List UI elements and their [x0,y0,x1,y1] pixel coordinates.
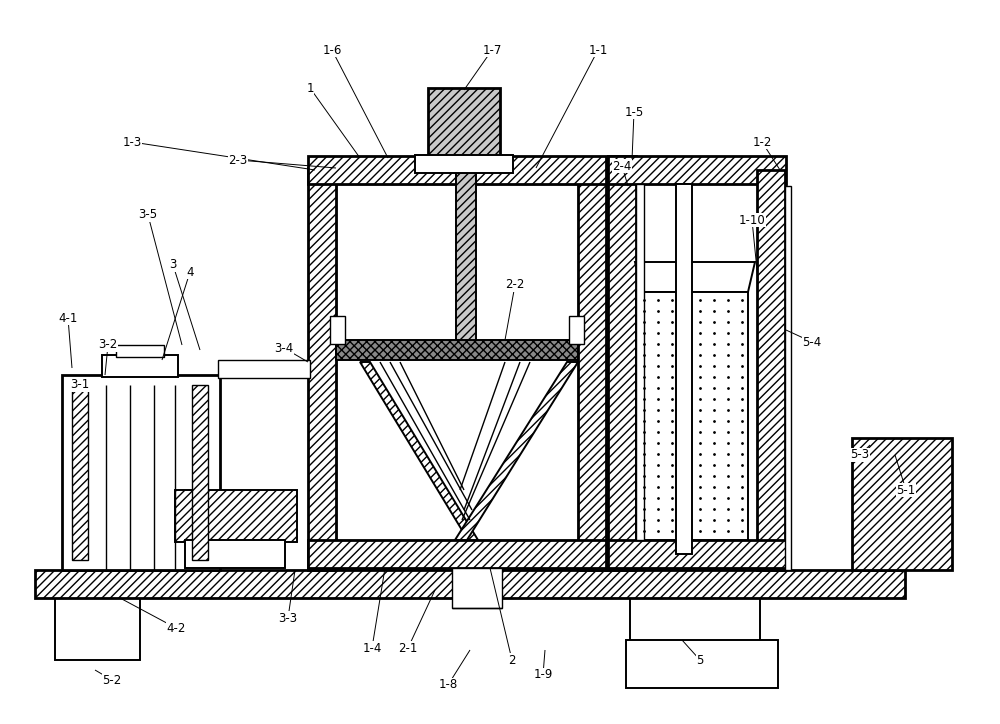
Bar [35,570,905,598]
Polygon shape [635,262,755,292]
Text: 1-1: 1-1 [588,43,608,56]
Text: 2-2: 2-2 [505,279,525,292]
Text: 1-9: 1-9 [533,668,553,681]
Bar [330,316,345,344]
Bar [456,173,476,341]
Bar [308,156,606,184]
Bar [336,184,578,540]
Text: 4-2: 4-2 [166,621,186,634]
Bar [308,168,336,570]
Bar [630,598,760,653]
Bar [175,490,297,542]
Bar [608,156,636,570]
Text: 1-7: 1-7 [482,43,502,56]
Bar [785,186,791,570]
Text: 2-1: 2-1 [398,641,418,654]
Text: 2-4: 2-4 [612,159,632,172]
Text: 5-1: 5-1 [896,484,916,497]
Text: 1: 1 [306,82,314,95]
Bar [636,292,748,540]
Bar [676,184,692,554]
Bar [608,156,786,184]
Polygon shape [455,362,578,540]
Text: 3-2: 3-2 [98,339,118,351]
Bar [116,345,164,357]
Text: 5-4: 5-4 [802,335,822,348]
Text: 2: 2 [508,654,516,667]
Bar [608,540,786,568]
Bar [415,155,513,173]
Bar [185,540,285,568]
Text: 5-3: 5-3 [850,448,870,461]
Text: 1-6: 1-6 [322,43,342,56]
Text: 3-5: 3-5 [138,209,158,222]
Text: 5: 5 [696,654,704,667]
Bar [308,540,606,568]
Bar [428,88,500,158]
Bar [569,316,584,344]
Bar [55,598,140,660]
Text: 1-2: 1-2 [752,135,772,148]
Bar [62,375,220,570]
Text: 1-8: 1-8 [438,678,458,691]
Text: 3-4: 3-4 [274,342,294,355]
Bar [757,170,785,570]
Text: 3-1: 3-1 [70,379,90,392]
Bar [636,184,644,540]
Bar [452,568,502,608]
Bar [578,168,606,570]
Text: 4-1: 4-1 [58,311,78,324]
Text: 4: 4 [186,266,194,279]
Bar [852,438,952,570]
Bar [102,355,178,377]
Bar [192,385,208,560]
Text: 2-3: 2-3 [228,153,248,167]
Polygon shape [360,362,478,540]
Text: 3-3: 3-3 [278,612,298,625]
Bar [72,385,88,560]
Bar [336,340,578,360]
Text: 1-10: 1-10 [739,214,765,227]
Text: 1-3: 1-3 [122,135,142,148]
Text: 5-2: 5-2 [102,673,122,686]
Text: 3: 3 [169,258,177,272]
Text: 1-4: 1-4 [362,641,382,654]
Text: 1-5: 1-5 [624,106,644,119]
Bar [218,360,310,378]
Bar [626,640,778,688]
